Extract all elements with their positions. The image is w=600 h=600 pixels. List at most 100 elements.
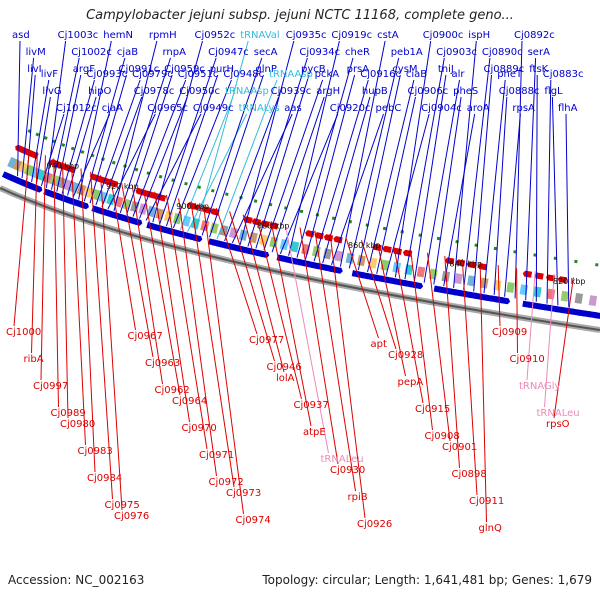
reverse-gene-label: Cj0909 xyxy=(492,327,527,338)
reverse-gene-label: Cj0967 xyxy=(128,331,163,342)
forward-gene-label: Cj0934c xyxy=(299,47,340,58)
cog-block xyxy=(130,200,140,213)
kbp-label: 860 kbp xyxy=(348,241,381,250)
forward-callout-line xyxy=(331,113,384,265)
forward-callout-line xyxy=(247,57,308,247)
forward-gene-label: flhA xyxy=(558,103,578,114)
reverse-callout-line xyxy=(80,168,96,473)
forward-gene-label: livI xyxy=(27,64,41,75)
forward-callout-line xyxy=(514,40,523,299)
forward-callout-line xyxy=(231,113,293,244)
forward-gene-label: cysM xyxy=(392,64,417,75)
forward-gene-label: Cj0888c xyxy=(499,86,540,97)
forward-gene-label: Cj0900c xyxy=(423,30,464,41)
reverse-gene-label: Cj0928 xyxy=(388,350,423,361)
forward-callout-line xyxy=(45,40,67,188)
forward-callout-line xyxy=(209,74,264,238)
reverse-gene-label: Cj0908 xyxy=(425,431,460,442)
forward-gene-label: Cj0951c xyxy=(178,69,219,80)
forward-gene-label: argF xyxy=(73,64,95,75)
reverse-gene-label: Cj0972 xyxy=(209,477,244,488)
forward-gene-label: cjaA xyxy=(102,103,123,114)
reverse-gene-label: tRNALeu xyxy=(537,408,580,419)
cog-block xyxy=(248,231,258,244)
forward-gene-label: rpsA xyxy=(512,103,535,114)
forward-gene-label: Cj0916c xyxy=(360,69,401,80)
reverse-gene-label: Cj0970 xyxy=(182,423,217,434)
forward-callout-line xyxy=(165,74,219,227)
cog-block xyxy=(290,241,300,253)
cog-block xyxy=(334,250,344,262)
tick-mark xyxy=(134,167,139,172)
forward-callout-line xyxy=(313,79,369,262)
reverse-gene-label: Cj1000 xyxy=(6,327,41,338)
forward-gene-label: Cj0948c xyxy=(223,69,264,80)
forward-callout-line xyxy=(89,74,127,204)
reverse-gene-label: Cj0997 xyxy=(33,381,68,392)
tick-mark xyxy=(382,226,387,231)
forward-gene-label: glnP xyxy=(255,64,277,75)
forward-gene-label: pheT xyxy=(497,69,523,80)
reverse-gene-label: Cj0937 xyxy=(294,400,329,411)
reverse-gene-label: Cj0973 xyxy=(226,488,261,499)
reverse-gene-arrow xyxy=(522,270,533,278)
forward-gene-label: Cj0978c xyxy=(134,86,175,97)
reverse-callout-line xyxy=(229,211,275,362)
forward-callout-line xyxy=(21,57,35,179)
tick-mark xyxy=(436,236,441,241)
tick-mark xyxy=(70,146,75,151)
cog-block xyxy=(114,196,124,208)
reverse-callout-line xyxy=(53,158,59,408)
forward-gene-label: cheR xyxy=(345,47,370,58)
reverse-callout-line xyxy=(13,148,30,327)
reverse-gene-arrow xyxy=(444,257,455,265)
forward-callout-line xyxy=(145,113,202,221)
cog-block xyxy=(479,277,489,289)
forward-callout-line xyxy=(348,57,400,269)
reverse-callout-line xyxy=(345,236,379,339)
reverse-callout-line xyxy=(314,230,356,492)
forward-callout-line xyxy=(413,74,447,281)
reverse-callout-line xyxy=(553,277,574,419)
cog-block xyxy=(546,288,556,300)
forward-callout-line xyxy=(453,40,477,288)
tick-mark xyxy=(43,136,48,140)
reverse-callout-line xyxy=(178,198,217,477)
forward-gene-label: Cj1012c xyxy=(56,103,97,114)
forward-callout-line xyxy=(159,57,217,225)
reverse-gene-arrow xyxy=(372,243,382,252)
cog-block xyxy=(69,181,80,194)
forward-callout-line xyxy=(357,74,401,271)
forward-gene-label: livF xyxy=(41,69,58,80)
forward-gene-label: livG xyxy=(42,86,61,97)
feature-layer xyxy=(1,129,600,320)
forward-gene-label: prsA xyxy=(347,64,370,75)
reverse-callout-line xyxy=(31,151,38,354)
reverse-callout-line xyxy=(393,246,424,404)
forward-gene-label: Cj0965c xyxy=(147,103,188,114)
forward-callout-line xyxy=(56,74,82,192)
tick-mark xyxy=(253,199,258,203)
forward-gene-label: Cj0890c xyxy=(482,47,523,58)
forward-gene-label: Cj0979c xyxy=(132,69,173,80)
forward-callout-line xyxy=(279,113,339,255)
tick-mark xyxy=(61,143,66,147)
cog-block xyxy=(560,290,570,302)
reverse-callout-line xyxy=(203,204,244,515)
forward-gene-label: aroA xyxy=(467,103,490,114)
kbp-label: 920 kbp xyxy=(106,182,139,191)
reverse-callout-line xyxy=(154,191,190,423)
reverse-gene-label: Cj0980 xyxy=(60,419,95,430)
reverse-gene-arrow xyxy=(323,234,334,242)
forward-callout-line xyxy=(305,74,356,260)
reverse-callout-line xyxy=(299,227,339,465)
reverse-gene-label: Cj0901 xyxy=(442,442,477,453)
reverse-gene-arrow xyxy=(149,191,160,200)
cog-block xyxy=(416,266,426,278)
reverse-gene-arrow xyxy=(557,276,568,284)
reverse-callout-line xyxy=(544,274,555,408)
forward-callout-line xyxy=(463,57,491,290)
reverse-callout-line xyxy=(479,262,487,523)
reverse-gene-label: Cj0989 xyxy=(51,408,86,419)
forward-gene-label: cjaB xyxy=(117,47,138,58)
